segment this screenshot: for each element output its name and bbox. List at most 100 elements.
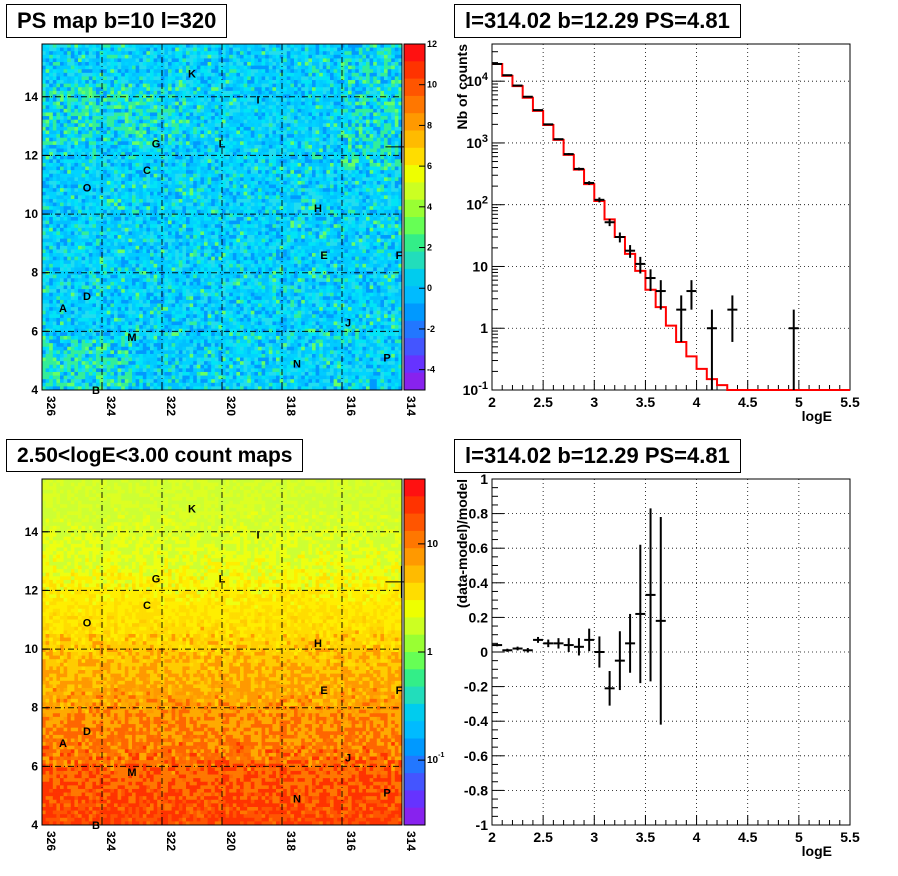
y-tick-label: 8 [31,266,38,280]
x-tick-label: 3.5 [636,829,656,845]
source-label: A [59,303,67,315]
x-tick-label: 3.5 [636,394,656,410]
y-tick-label: 6 [31,324,38,338]
y-tick-label: 14 [25,90,39,104]
x-axis-label: logE [802,843,832,859]
source-label: N [293,359,301,371]
y-tick-label: 10 [472,258,488,274]
y-tick-label: 0.8 [469,506,489,522]
colorbar-swatch [404,566,425,584]
colorbar-swatch [404,790,425,808]
colorbar-swatch [404,321,425,339]
x-axis-label: logE [802,408,832,424]
colorbar-swatch [404,286,425,304]
source-label: H [314,638,322,650]
source-label: G [152,574,161,586]
source-label: P [383,788,390,800]
colorbar-tick-label: 8 [427,120,432,130]
colorbar-swatch [404,652,425,670]
source-label: J [345,318,351,330]
colorbar-swatch [404,583,425,601]
source-label: I [256,95,259,107]
y-tick-label: 0.6 [469,540,489,556]
colorbar-swatch [404,234,425,252]
y-tick-label: 6 [31,759,38,773]
x-tick-label: 3 [590,829,598,845]
colorbar-tick-label: 0 [427,283,432,293]
colorbar-swatch [404,44,425,62]
ps-map-title: PS map b=10 l=320 [6,4,227,38]
source-label: J [345,753,351,765]
y-tick-label: 0.4 [469,575,489,591]
x-tick-label: 324 [104,396,118,416]
colorbar-swatch [404,269,425,287]
colorbar [404,44,425,391]
colorbar-tick-label: 10 [427,539,439,550]
source-label: E [320,685,327,697]
colorbar-swatch [404,355,425,373]
residual-title: l=314.02 b=12.29 PS=4.81 [454,439,741,473]
source-label: K [188,503,196,515]
y-tick-label: 8 [31,701,38,715]
x-tick-label: 2 [488,829,496,845]
x-tick-label: 314 [404,396,418,416]
colorbar-swatch [404,338,425,356]
x-tick-label: 326 [44,396,58,416]
source-label: H [314,203,322,215]
x-tick-label: 316 [344,831,358,851]
colorbar-swatch [404,113,425,131]
y-tick-label: 0.2 [469,609,489,625]
model-histogram [492,64,850,390]
x-tick-label: 326 [44,831,58,851]
y-tick-label: -0.8 [464,782,488,798]
colorbar-tick-label: -4 [427,365,435,375]
colorbar-swatch [404,756,425,774]
colorbar-swatch [404,600,425,618]
y-tick-label: 10-1 [463,380,488,398]
x-tick-label: 5.5 [840,394,860,410]
source-label: K [188,68,196,80]
source-label: O [83,183,92,195]
colorbar-tick-label: 6 [427,161,432,171]
colorbar-swatch [404,182,425,200]
source-label: B [92,820,100,832]
colorbar-swatch [404,200,425,218]
x-tick-label: 318 [284,396,298,416]
colorbar-swatch [404,165,425,183]
colorbar-tick-label: 10-1 [427,752,444,766]
source-label: I [256,530,259,542]
x-tick-label: 3 [590,394,598,410]
source-label: M [127,767,136,779]
y-tick-label: 12 [25,583,39,597]
y-tick-label: 0 [480,644,488,660]
source-label: P [383,353,390,365]
colorbar-swatch [404,479,425,497]
source-label: F [396,685,403,697]
source-label: D [83,726,91,738]
x-tick-label: 4.5 [738,394,758,410]
colorbar-swatch [404,721,425,739]
colorbar-swatch [404,131,425,149]
y-tick-label: 4 [31,818,38,832]
source-label: G [152,139,161,151]
colorbar-tick-label: 10 [427,80,437,90]
colorbar-swatch [404,252,425,270]
colorbar-tick-label: 1 [427,647,433,658]
colorbar-swatch [404,61,425,79]
source-label: O [83,618,92,630]
colorbar-swatch [404,217,425,235]
y-tick-label: 102 [466,195,488,213]
x-tick-label: 4 [693,394,701,410]
count-map-title: 2.50<logE<3.00 count maps [6,439,303,472]
source-label: F [396,250,403,262]
y-tick-label: 12 [25,148,39,162]
y-tick-label: -1 [476,817,489,833]
source-label: E [320,250,327,262]
x-tick-label: 322 [164,831,178,851]
